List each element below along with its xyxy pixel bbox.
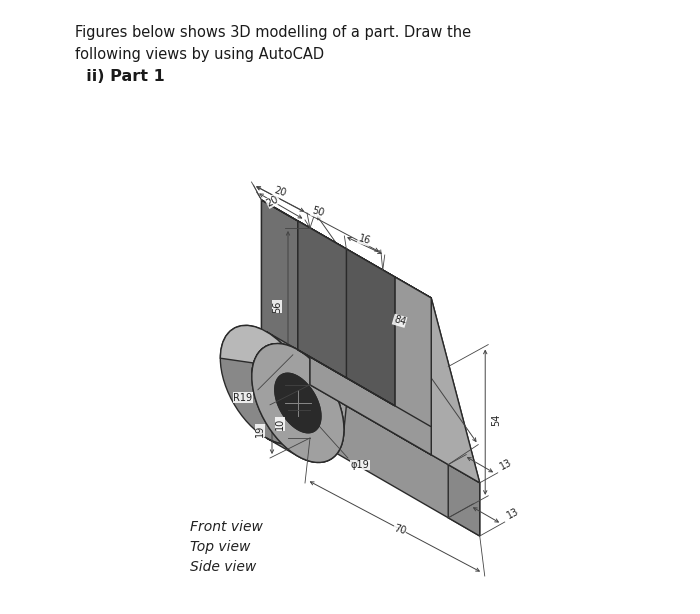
Polygon shape — [262, 200, 310, 385]
Polygon shape — [298, 350, 395, 406]
Text: following views by using AutoCAD: following views by using AutoCAD — [75, 47, 324, 62]
Text: φ19: φ19 — [351, 460, 370, 470]
Polygon shape — [448, 465, 480, 536]
Text: Side view: Side view — [190, 560, 256, 574]
Text: 70: 70 — [393, 524, 407, 537]
Polygon shape — [310, 357, 431, 455]
Text: 19: 19 — [255, 424, 265, 437]
Text: 16: 16 — [357, 233, 372, 246]
Text: 84: 84 — [392, 314, 407, 327]
Polygon shape — [220, 325, 344, 430]
Polygon shape — [252, 343, 344, 462]
Polygon shape — [310, 228, 346, 406]
Text: 10: 10 — [275, 418, 285, 430]
Text: Top view: Top view — [190, 540, 251, 554]
Polygon shape — [298, 221, 346, 378]
Polygon shape — [310, 228, 346, 406]
Text: 50: 50 — [310, 206, 325, 219]
Polygon shape — [262, 200, 383, 427]
Polygon shape — [267, 332, 344, 462]
Polygon shape — [298, 221, 346, 378]
Text: 13: 13 — [505, 507, 521, 521]
Polygon shape — [252, 344, 346, 430]
Polygon shape — [310, 385, 480, 536]
Polygon shape — [346, 249, 395, 406]
Text: 20: 20 — [273, 185, 288, 198]
Polygon shape — [395, 277, 431, 455]
Polygon shape — [279, 367, 480, 483]
Text: ii) Part 1: ii) Part 1 — [75, 69, 164, 84]
Polygon shape — [395, 277, 431, 455]
Text: 20: 20 — [265, 193, 281, 208]
Text: 56: 56 — [272, 300, 282, 313]
Polygon shape — [383, 270, 431, 455]
Polygon shape — [275, 373, 321, 433]
Polygon shape — [310, 357, 431, 455]
Polygon shape — [298, 350, 395, 406]
Polygon shape — [298, 221, 346, 378]
Polygon shape — [298, 221, 346, 378]
Polygon shape — [431, 298, 480, 483]
Text: Figures below shows 3D modelling of a part. Draw the: Figures below shows 3D modelling of a pa… — [75, 25, 471, 40]
Text: 13: 13 — [498, 457, 514, 472]
Text: R19: R19 — [233, 393, 253, 403]
Text: Front view: Front view — [190, 520, 263, 534]
Polygon shape — [346, 249, 395, 406]
Polygon shape — [262, 200, 431, 298]
Polygon shape — [275, 373, 321, 433]
Polygon shape — [252, 343, 344, 462]
Text: 54: 54 — [491, 414, 501, 426]
Polygon shape — [220, 325, 312, 444]
Polygon shape — [400, 280, 480, 483]
